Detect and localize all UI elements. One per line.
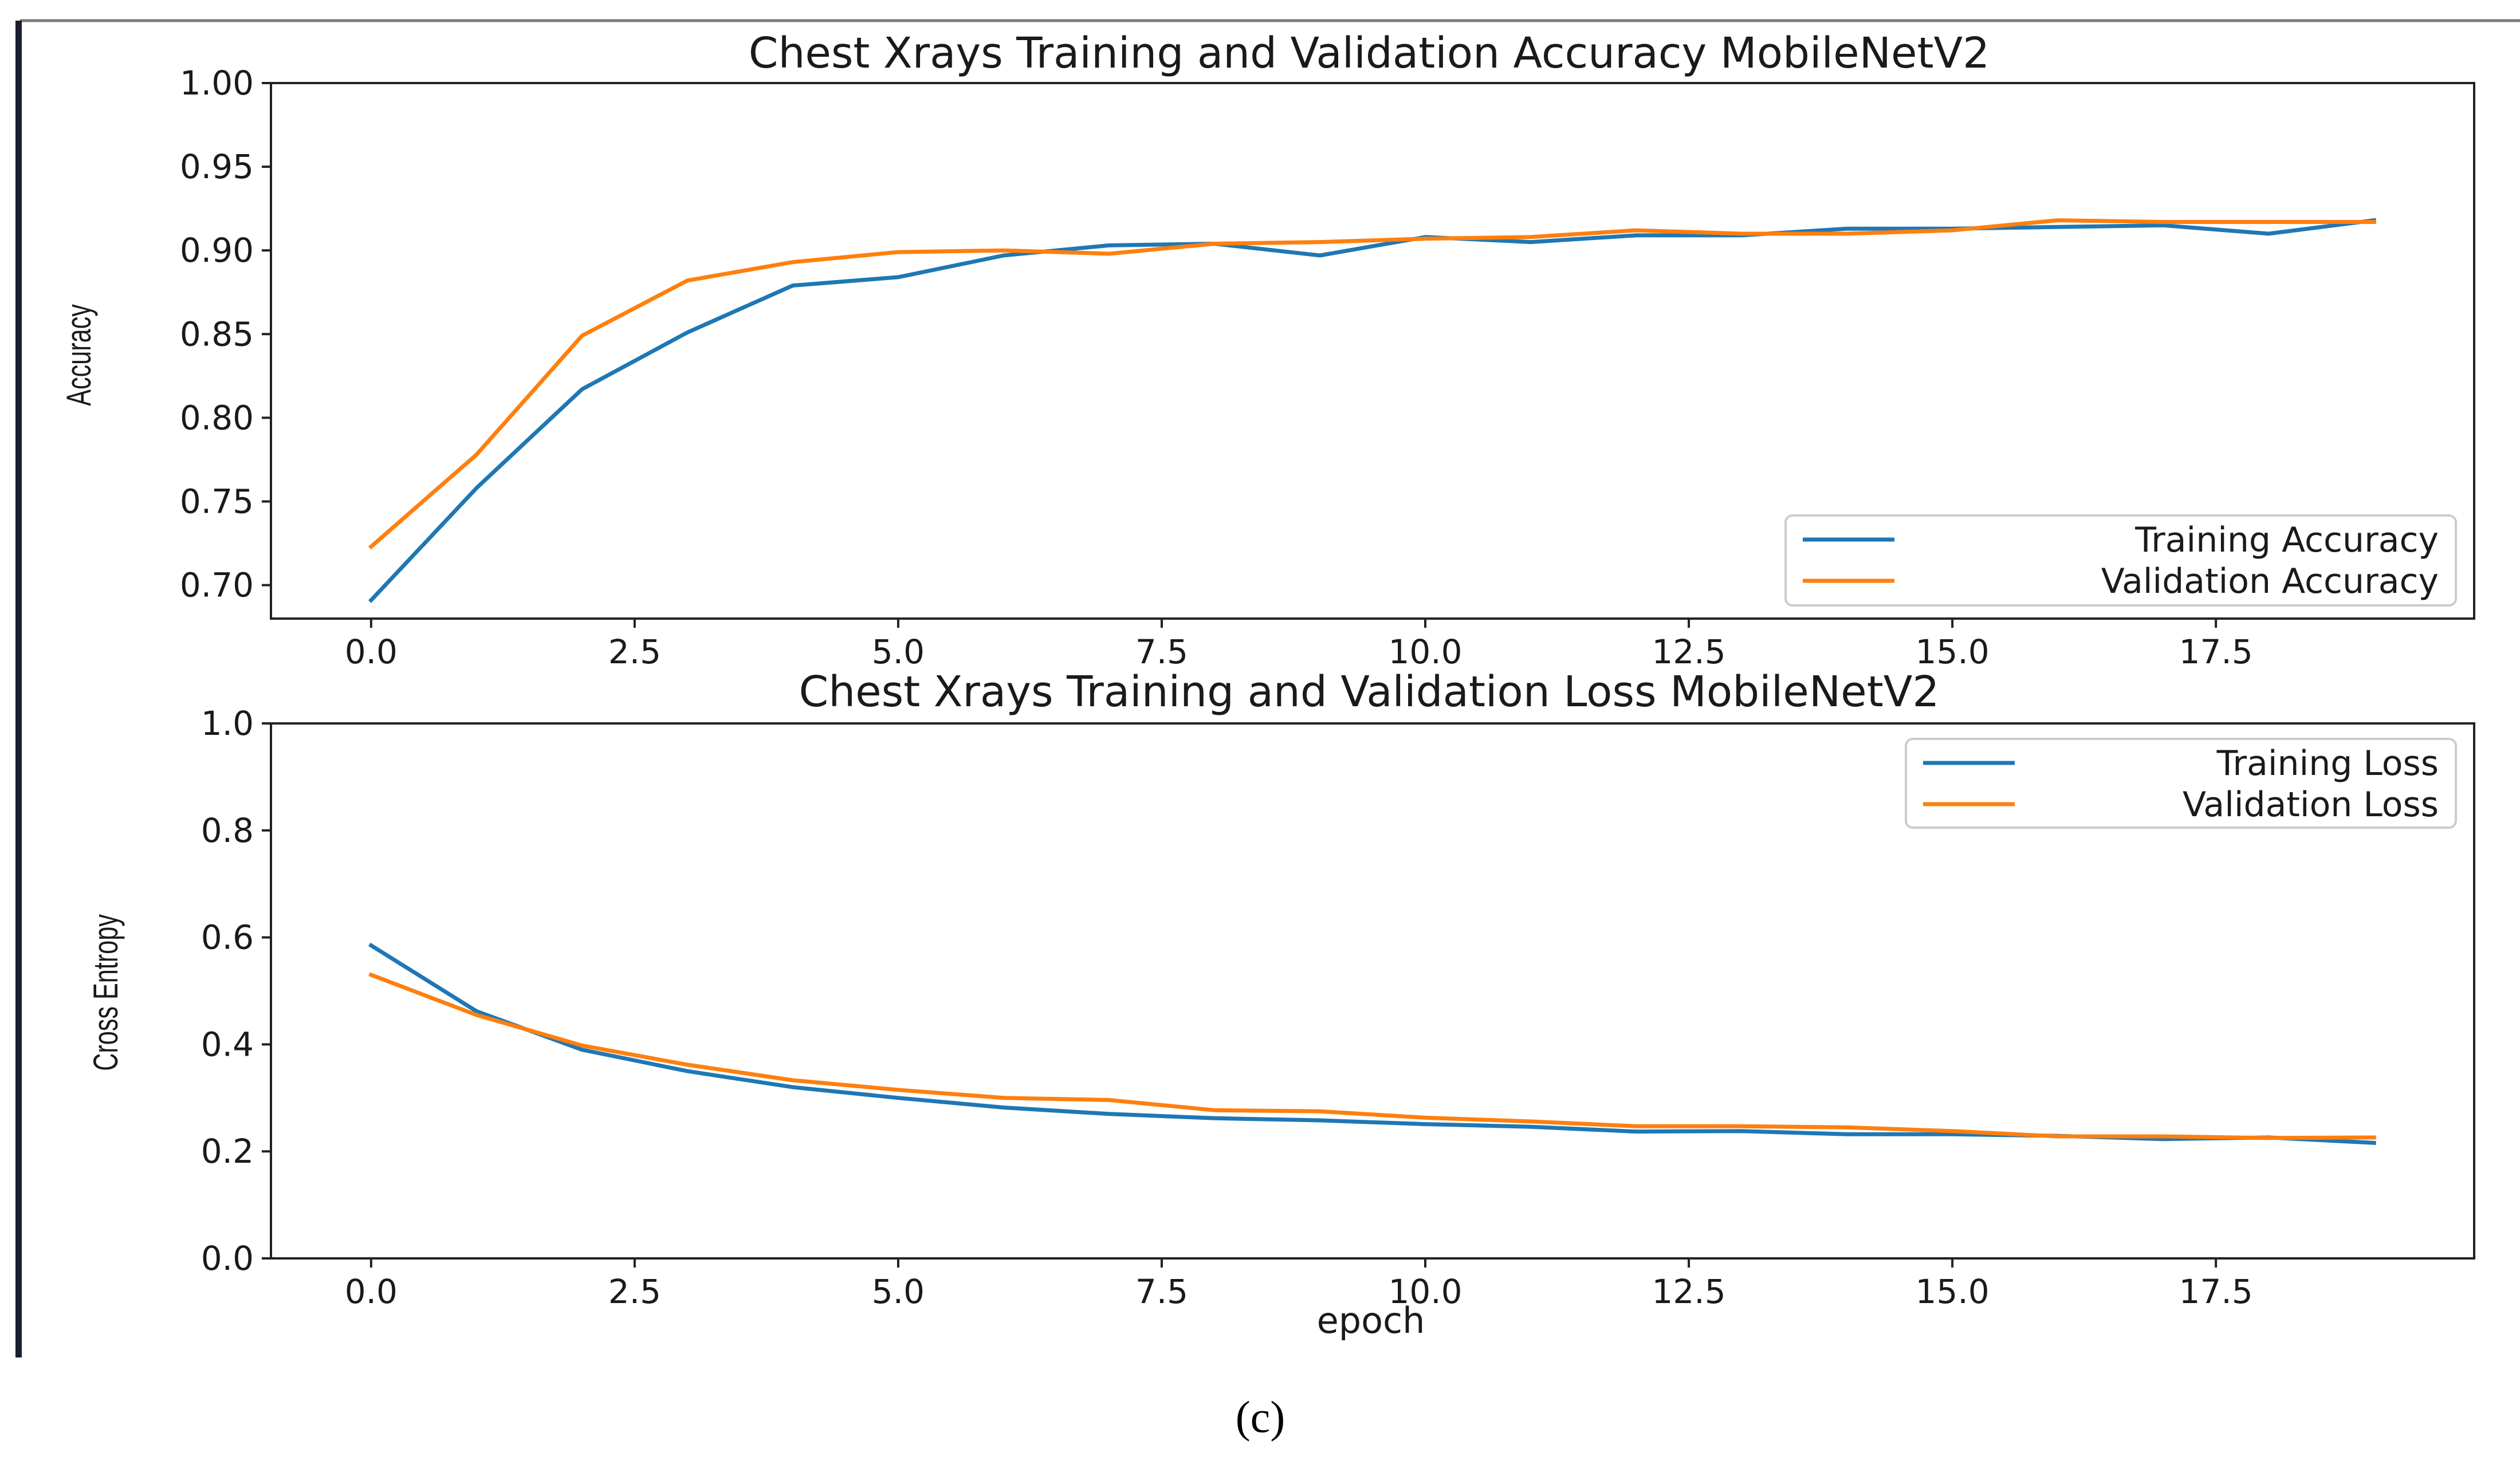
accuracy-plot-area: 0.0 2.5 5.0 7.5 10.0 12.5 15.0 17.5 0.70 0.75 0.80… — [180, 64, 2475, 671]
y-tick-label: 1.0 — [201, 704, 254, 743]
y-tick-label: 0.2 — [201, 1132, 254, 1171]
legend-label: Validation Loss — [2183, 785, 2439, 825]
x-tick-label: 2.5 — [608, 632, 661, 671]
figure-caption: (c) — [1236, 1392, 1285, 1442]
y-tick-label: 0.95 — [180, 147, 254, 186]
series-line-training-accuracy — [368, 218, 2377, 603]
x-tick-label: 15.0 — [1916, 1272, 1990, 1311]
x-tick-label: 10.0 — [1388, 632, 1462, 671]
x-tick-label: 0.0 — [345, 632, 398, 671]
loss-x-axis-label: epoch — [1317, 1300, 1425, 1341]
y-tick-label: 0.75 — [180, 482, 254, 521]
x-tick-label: 5.0 — [872, 1272, 925, 1311]
legend-box — [1784, 514, 2457, 607]
axes-frame — [270, 82, 2475, 620]
legend-label: Training Loss — [2216, 743, 2439, 784]
y-tick-label: 0.80 — [180, 398, 254, 437]
figure-left-edge — [15, 21, 22, 1357]
y-tick-label: 0.4 — [201, 1025, 254, 1064]
x-tick-label: 7.5 — [1135, 1272, 1188, 1311]
accuracy-y-axis-label: Accuracy — [60, 304, 99, 406]
accuracy-chart: Chest Xrays Training and Validation Accu… — [60, 29, 2475, 671]
y-tick-label: 0.6 — [201, 918, 254, 957]
loss-chart-title: Chest Xrays Training and Validation Loss… — [799, 667, 1940, 717]
x-tick-label: 12.5 — [1652, 1272, 1725, 1311]
y-tick-label: 0.70 — [180, 566, 254, 605]
loss-plot-area: 0.0 2.5 5.0 7.5 10.0 12.5 15.0 17.5 0.0 0.2 0.4 0.6… — [201, 704, 2475, 1311]
x-tick-label: 5.0 — [872, 632, 925, 671]
x-tick-label: 10.0 — [1388, 1272, 1462, 1311]
series-line-validation-loss — [368, 972, 2376, 1140]
y-tick-label: 1.00 — [180, 64, 254, 103]
legend-box — [1905, 738, 2457, 829]
series-line-validation-accuracy — [368, 218, 2376, 550]
x-tick-label: 2.5 — [608, 1272, 661, 1311]
y-tick-label: 0.8 — [201, 811, 254, 850]
y-tick-label: 0.0 — [201, 1239, 254, 1278]
x-tick-label: 0.0 — [345, 1272, 398, 1311]
loss-chart: Chest Xrays Training and Validation Loss… — [87, 667, 2475, 1341]
loss-y-axis-label: Cross Entropy — [87, 914, 125, 1071]
legend-label: Validation Accuracy — [2101, 561, 2439, 601]
x-tick-label: 12.5 — [1652, 632, 1725, 671]
y-tick-label: 0.85 — [180, 314, 254, 353]
accuracy-chart-title: Chest Xrays Training and Validation Accu… — [749, 29, 1990, 78]
legend-label: Training Accuracy — [2134, 520, 2439, 560]
y-tick-label: 0.90 — [180, 231, 254, 270]
x-tick-label: 7.5 — [1135, 632, 1188, 671]
axes-frame — [270, 722, 2475, 1260]
x-tick-label: 17.5 — [2179, 1272, 2253, 1311]
x-tick-label: 17.5 — [2179, 632, 2253, 671]
x-tick-label: 15.0 — [1916, 632, 1990, 671]
